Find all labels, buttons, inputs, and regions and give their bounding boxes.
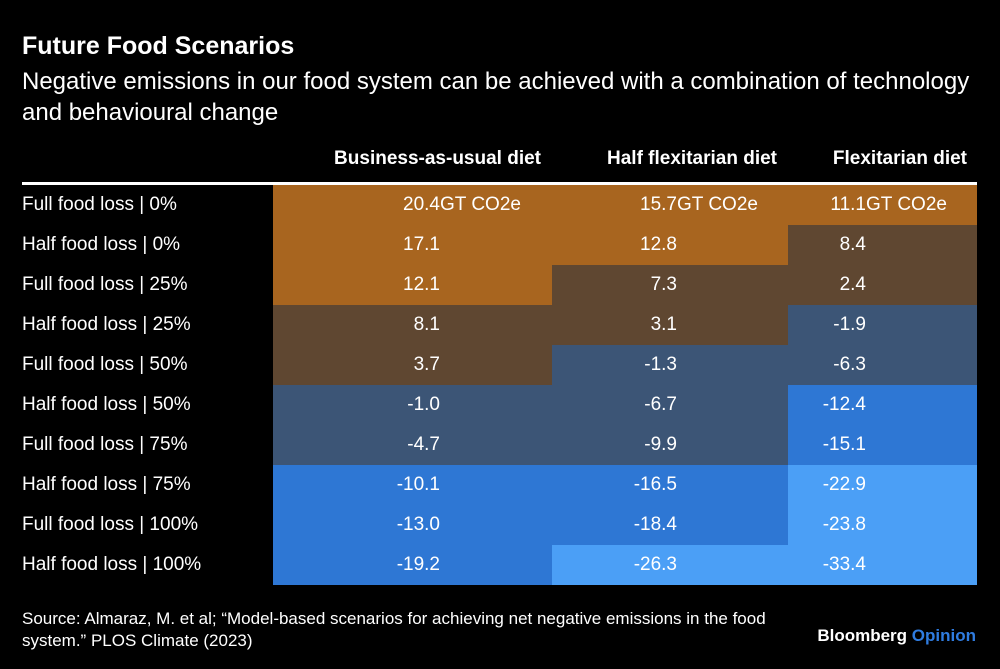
cell-value: -12.4 — [822, 394, 866, 415]
heatmap-cell — [788, 305, 977, 345]
heatmap-cell — [552, 545, 788, 585]
bloomberg-opinion-logo: Bloomberg Opinion — [817, 626, 976, 646]
row-label: Half food loss | 50% — [22, 394, 191, 415]
cell-value: -9.9 — [644, 434, 677, 455]
heatmap-cell — [788, 505, 977, 545]
row-label: Full food loss | 100% — [22, 514, 199, 535]
cell-value: -10.1 — [396, 474, 440, 495]
column-header: Flexitarian diet — [832, 148, 967, 169]
cell-value: -18.4 — [633, 514, 677, 535]
cell-unit: GT CO2e — [866, 194, 947, 215]
heatmap-cell — [552, 305, 788, 345]
heatmap-cell — [788, 545, 977, 585]
row-label: Half food loss | 0% — [22, 234, 181, 255]
cell-unit: GT CO2e — [677, 194, 758, 215]
heatmap-cell — [552, 465, 788, 505]
source-note: Source: Almaraz, M. et al; “Model-based … — [22, 609, 766, 650]
cell-value: 12.1 — [403, 274, 440, 295]
cell-value: 17.1 — [403, 234, 440, 255]
cell-value: -16.5 — [633, 474, 677, 495]
cell-value: -6.3 — [833, 354, 866, 375]
heatmap-cell — [273, 505, 552, 545]
cell-value: -19.2 — [396, 554, 440, 575]
heatmap-cell — [273, 545, 552, 585]
logo-section: Opinion — [911, 626, 976, 645]
row-label: Half food loss | 25% — [22, 314, 191, 335]
heatmap-cell — [788, 465, 977, 505]
heatmap-cell — [788, 385, 977, 425]
heatmap-cell — [273, 345, 552, 385]
cell-value: -4.7 — [407, 434, 440, 455]
cell-value: 3.7 — [413, 354, 440, 375]
heatmap-cell — [273, 425, 552, 465]
header-divider — [22, 182, 977, 185]
cell-value: -1.3 — [644, 354, 677, 375]
row-label: Full food loss | 0% — [22, 194, 177, 215]
cell-value: -1.0 — [407, 394, 440, 415]
row-label: Full food loss | 25% — [22, 274, 188, 295]
chart-title: Future Food Scenarios — [22, 32, 295, 60]
column-header: Half flexitarian diet — [607, 148, 777, 169]
heatmap-cell — [552, 385, 788, 425]
heatmap-cell — [552, 225, 788, 265]
cell-value: 3.1 — [650, 314, 677, 335]
cell-value: -1.9 — [833, 314, 866, 335]
heatmap-cell — [273, 185, 552, 225]
cell-value: -26.3 — [633, 554, 677, 575]
heatmap-cell — [552, 345, 788, 385]
cell-value: 7.3 — [650, 274, 677, 295]
heatmap-cell — [788, 225, 977, 265]
cell-value: -15.1 — [822, 434, 866, 455]
cell-value: 11.1 — [830, 194, 866, 215]
heatmap-cell — [552, 265, 788, 305]
cell-value: -13.0 — [396, 514, 440, 535]
heatmap-cell — [273, 305, 552, 345]
heatmap-cell — [552, 425, 788, 465]
cell-value: -22.9 — [822, 474, 866, 495]
cell-value: 8.1 — [413, 314, 440, 335]
heatmap-cell — [552, 185, 788, 225]
heatmap-cell — [788, 265, 977, 305]
heatmap-cell — [788, 185, 977, 225]
cell-value: 15.7 — [640, 194, 677, 215]
row-label: Full food loss | 50% — [22, 354, 188, 375]
row-label: Half food loss | 100% — [22, 554, 202, 575]
cell-value: -6.7 — [644, 394, 677, 415]
heatmap-cell — [552, 505, 788, 545]
heatmap-cell — [788, 345, 977, 385]
row-label: Half food loss | 75% — [22, 474, 191, 495]
cell-unit: GT CO2e — [440, 194, 521, 215]
row-label: Full food loss | 75% — [22, 434, 188, 455]
cell-value: 12.8 — [640, 234, 677, 255]
cell-value: -23.8 — [822, 514, 866, 535]
heatmap-cell — [788, 425, 977, 465]
column-header: Business-as-usual diet — [334, 148, 541, 169]
cell-value: 2.4 — [839, 274, 866, 295]
logo-brand: Bloomberg — [817, 626, 908, 645]
chart-subtitle: Negative emissions in our food system ca… — [22, 68, 970, 126]
heatmap-cell — [273, 225, 552, 265]
heatmap-cell — [273, 465, 552, 505]
heatmap-cell — [273, 385, 552, 425]
cell-value: 20.4 — [403, 194, 440, 215]
cell-value: -33.4 — [822, 554, 866, 575]
heatmap-cell — [273, 265, 552, 305]
cell-value: 8.4 — [839, 234, 866, 255]
